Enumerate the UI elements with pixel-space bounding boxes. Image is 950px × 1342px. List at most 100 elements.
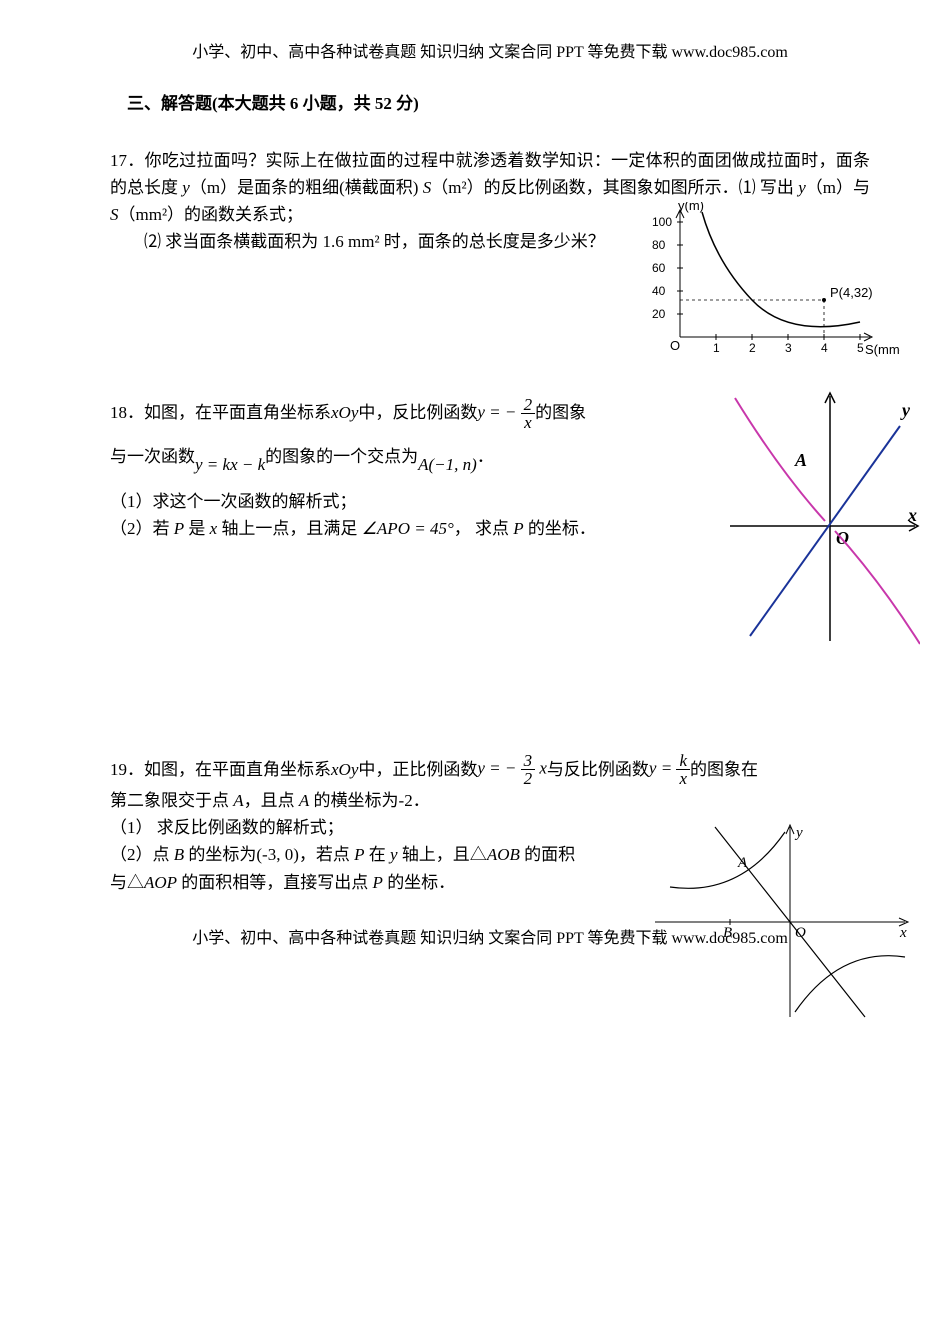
q18-sub2-m2: 轴上一点，且满足 [217, 519, 362, 538]
q19-point-a: A [737, 855, 748, 871]
q19-eq2-den: x [676, 770, 690, 787]
q19-y: y [390, 845, 398, 864]
q19-p2: P [373, 873, 383, 892]
q18-sub2-start: （2）若 [110, 519, 174, 538]
q18-y-label: y [900, 400, 911, 420]
q19-s2m1: 的坐标为(-3, 0)，若点 [184, 845, 354, 864]
svg-text:40: 40 [652, 284, 666, 298]
q18-intro: 如图，在平面直角坐标系 [144, 399, 331, 426]
q19-p: P [354, 845, 364, 864]
q17-s-var: S [423, 178, 432, 197]
q18-line1: 18． 如图，在平面直角坐标系 xOy 中，反比例函数 y = − 2 x 的图… [110, 396, 680, 431]
q19-s2s: （2）点 [110, 845, 174, 864]
q17-curve [702, 212, 860, 327]
q18-chart: y x O A [720, 386, 920, 646]
svg-text:4: 4 [821, 341, 828, 355]
q18-num: 18． [110, 399, 144, 426]
q17-s-var2: S [110, 205, 119, 224]
question-19: 19． 如图，在平面直角坐标系 xOy 中，正比例函数 y = − 3 2 x … [110, 752, 870, 896]
q18-p: P [174, 519, 184, 538]
section-title: 三、解答题(本大题共 6 小题，共 52 分) [110, 90, 870, 117]
q18-sub2-final: 的坐标． [524, 519, 596, 538]
q17-part2: ⑵ 求当面条横截面积为 1.6 mm² 时，面条的总长度是多少米？ [110, 228, 650, 255]
q19-s3s: 与△ [110, 873, 144, 892]
q19-eq1: y = − 3 2 x [477, 752, 547, 787]
q18-sub2-end: ， 求点 [454, 519, 514, 538]
q17-origin: O [670, 338, 680, 353]
q19-s2m4: 的面积 [520, 845, 575, 864]
q17-mid2: 的反比例函数，其图象如图所示．⑴ 写出 [484, 178, 799, 197]
q18-p2: P [513, 519, 523, 538]
q17-y-var: y [182, 178, 190, 197]
svg-text:60: 60 [652, 261, 666, 275]
q19-eq2-lhs: y = [649, 759, 677, 778]
q19-origin: O [795, 925, 806, 941]
svg-text:1: 1 [713, 341, 720, 355]
q19-l2m: ，且点 [244, 791, 299, 810]
question-18: 18． 如图，在平面直角坐标系 xOy 中，反比例函数 y = − 2 x 的图… [110, 396, 870, 543]
q19-eq1-num: 3 [521, 752, 536, 770]
q19-eq1-rhs: x [539, 759, 547, 778]
q17-chart: 20 40 60 80 100 1 2 3 4 5 y(m) S(mm²) O P(4,32) [640, 202, 900, 362]
q17-y-unit2: （m） [806, 178, 853, 197]
q19-mid3: 的图象在 [690, 756, 758, 783]
q19-chart: y x O A B [650, 822, 910, 1022]
q19-xoy: xOy [331, 756, 358, 783]
q18-pointA: A(−1, n) [418, 451, 477, 478]
q17-point-label: P(4,32) [830, 285, 873, 300]
header-text: 小学、初中、高中各种试卷真题 知识归纳 文案合同 PPT 等免费下载 www.d… [110, 40, 870, 66]
q18-eq2: y = kx − k [195, 451, 265, 478]
q19-line1: 19． 如图，在平面直角坐标系 xOy 中，正比例函数 y = − 3 2 x … [110, 752, 870, 787]
q17-y-unit: （m） [190, 178, 237, 197]
q17-num: 17． [110, 151, 145, 170]
svg-text:5: 5 [857, 341, 864, 355]
svg-text:2: 2 [749, 341, 756, 355]
q18-l2end: ． [477, 443, 494, 470]
q19-s2m3: 轴上，且△ [398, 845, 487, 864]
q19-s2m2: 在 [365, 845, 391, 864]
q18-sub2-m1: 是 [184, 519, 210, 538]
svg-text:100: 100 [652, 215, 672, 229]
q17-x-label: S(mm²) [865, 342, 900, 357]
svg-text:80: 80 [652, 238, 666, 252]
q17-s-unit2: （mm²） [119, 205, 185, 224]
q18-angle: ∠APO = 45° [362, 519, 454, 538]
q18-frac1: 2 x [521, 396, 536, 431]
q18-point-a: A [794, 450, 807, 470]
q17-y-label: y(m) [678, 202, 704, 213]
q19-b: B [174, 845, 184, 864]
q19-curve-2 [795, 956, 905, 1012]
q18-line [750, 426, 900, 636]
q19-num: 19． [110, 756, 144, 783]
q19-s3e: 的坐标． [383, 873, 455, 892]
q18-l2start: 与一次函数 [110, 443, 195, 470]
q19-a2: A [299, 791, 309, 810]
q18-curve-1 [735, 398, 825, 521]
q17-with: 与 [853, 178, 870, 197]
q19-frac1: 3 2 [521, 752, 536, 787]
q19-sub3: 与△AOP 的面积相等，直接写出点 P 的坐标． [110, 869, 650, 896]
q19-eq1-den: 2 [521, 770, 536, 787]
q17-p1end: 的函数关系式； [184, 205, 303, 224]
q19-a: A [233, 791, 243, 810]
q19-aop: AOP [144, 873, 177, 892]
q19-l2e: 的横坐标为-2． [309, 791, 429, 810]
q19-curve-1 [670, 832, 785, 888]
q17-y-var2: y [798, 178, 806, 197]
question-17: 17．你吃过拉面吗？实际上在做拉面的过程中就渗透着数学知识：一定体积的面团做成拉… [110, 147, 870, 256]
q19-eq2: y = k x [649, 752, 690, 787]
q17-s-unit: （m²） [431, 178, 483, 197]
q19-mid1: 中，正比例函数 [358, 756, 477, 783]
q18-eq1-num: 2 [521, 396, 536, 414]
q19-frac2: k x [676, 752, 690, 787]
svg-text:3: 3 [785, 341, 792, 355]
q19-line2: 第二象限交于点 A，且点 A 的横坐标为-2． [110, 787, 870, 814]
q18-x-label: x [907, 505, 917, 525]
q19-x-label: x [899, 925, 907, 941]
svg-text:20: 20 [652, 307, 666, 321]
q19-aob: AOB [487, 845, 520, 864]
q18-l2mid: 的图象的一个交点为 [265, 443, 418, 470]
q18-xoy: xOy [331, 399, 358, 426]
q19-eq1-lhs: y = − [477, 759, 516, 778]
q19-point-b: B [723, 925, 732, 941]
